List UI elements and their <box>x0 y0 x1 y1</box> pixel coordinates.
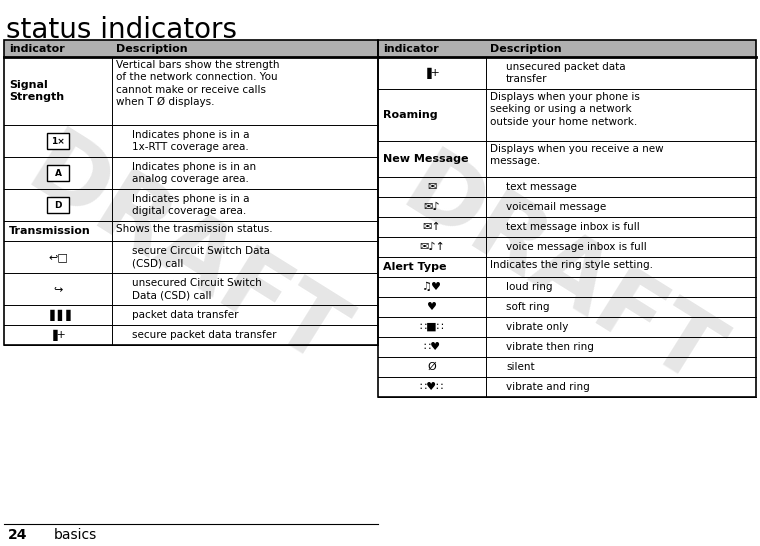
Bar <box>47 133 69 149</box>
Text: Signal
Strength: Signal Strength <box>9 80 64 102</box>
Text: ♥: ♥ <box>427 302 437 312</box>
Text: Indicates the ring style setting.: Indicates the ring style setting. <box>490 260 653 270</box>
Text: D: D <box>54 200 62 210</box>
Text: silent: silent <box>506 362 534 372</box>
Text: voicemail message: voicemail message <box>506 202 606 212</box>
Text: ↪: ↪ <box>53 284 62 294</box>
Text: 24: 24 <box>8 528 27 542</box>
Text: D: D <box>54 200 62 210</box>
Text: loud ring: loud ring <box>506 282 553 292</box>
Text: Transmission: Transmission <box>9 226 90 236</box>
Text: basics: basics <box>54 528 97 542</box>
Text: soft ring: soft ring <box>506 302 549 312</box>
Text: indicator: indicator <box>383 44 439 54</box>
Text: A: A <box>54 168 62 178</box>
Text: vibrate then ring: vibrate then ring <box>506 342 594 352</box>
Text: status indicators: status indicators <box>6 16 237 44</box>
Text: Displays when you receive a new
message.: Displays when you receive a new message. <box>490 144 663 167</box>
Text: Displays when your phone is
seeking or using a network
outside your home network: Displays when your phone is seeking or u… <box>490 92 640 127</box>
Text: text message: text message <box>506 182 577 192</box>
Bar <box>378 40 756 57</box>
Text: indicator: indicator <box>9 44 65 54</box>
Text: ∷♥∷: ∷♥∷ <box>420 382 444 392</box>
Text: Indicates phone is in an
analog coverage area.: Indicates phone is in an analog coverage… <box>132 162 256 184</box>
Text: Alert Type: Alert Type <box>383 262 447 272</box>
Text: 1×: 1× <box>50 136 66 146</box>
Bar <box>4 40 378 345</box>
Text: ♫♥: ♫♥ <box>422 282 442 292</box>
Text: Roaming: Roaming <box>383 110 438 120</box>
Bar <box>378 40 756 397</box>
Text: ▐+: ▐+ <box>423 67 441 79</box>
Text: Ø: Ø <box>428 362 436 372</box>
Text: Shows the trasmission status.: Shows the trasmission status. <box>116 224 273 234</box>
Text: ✉♪↑: ✉♪↑ <box>419 242 445 252</box>
Text: packet data transfer: packet data transfer <box>132 310 239 320</box>
Text: ∷■∷: ∷■∷ <box>420 322 445 332</box>
Text: unsecured Circuit Switch
Data (CSD) call: unsecured Circuit Switch Data (CSD) call <box>132 278 261 300</box>
Text: Description: Description <box>116 44 188 54</box>
Text: ✉♪: ✉♪ <box>424 202 440 212</box>
Text: unsecured packet data
transfer: unsecured packet data transfer <box>506 62 625 84</box>
Text: vibrate and ring: vibrate and ring <box>506 382 590 392</box>
Text: secure Circuit Switch Data
(CSD) call: secure Circuit Switch Data (CSD) call <box>132 246 270 268</box>
Text: 1×: 1× <box>51 136 65 145</box>
Text: voice message inbox is full: voice message inbox is full <box>506 242 647 252</box>
Text: DRAFT: DRAFT <box>386 144 734 408</box>
Text: Vertical bars show the strength
of the network connection. You
cannot make or re: Vertical bars show the strength of the n… <box>116 60 280 108</box>
Text: New Message: New Message <box>383 154 468 164</box>
Bar <box>4 40 378 57</box>
Text: ∷♥: ∷♥ <box>423 342 441 352</box>
Text: text message inbox is full: text message inbox is full <box>506 222 640 232</box>
Text: secure packet data transfer: secure packet data transfer <box>132 330 277 340</box>
Text: ▐+: ▐+ <box>49 329 67 341</box>
Text: ✉: ✉ <box>427 182 437 192</box>
Text: ▐▐▐: ▐▐▐ <box>46 310 71 321</box>
Text: Indicates phone is in a
1x-RTT coverage area.: Indicates phone is in a 1x-RTT coverage … <box>132 130 249 152</box>
Text: A: A <box>55 169 62 177</box>
Text: DRAFT: DRAFT <box>11 123 359 389</box>
Bar <box>47 165 69 181</box>
Text: vibrate only: vibrate only <box>506 322 568 332</box>
Text: ↩□: ↩□ <box>48 252 68 262</box>
Text: Indicates phone is in a
digital coverage area.: Indicates phone is in a digital coverage… <box>132 194 249 216</box>
Text: ✉↑: ✉↑ <box>423 222 442 232</box>
Bar <box>47 197 69 213</box>
Text: Description: Description <box>490 44 562 54</box>
